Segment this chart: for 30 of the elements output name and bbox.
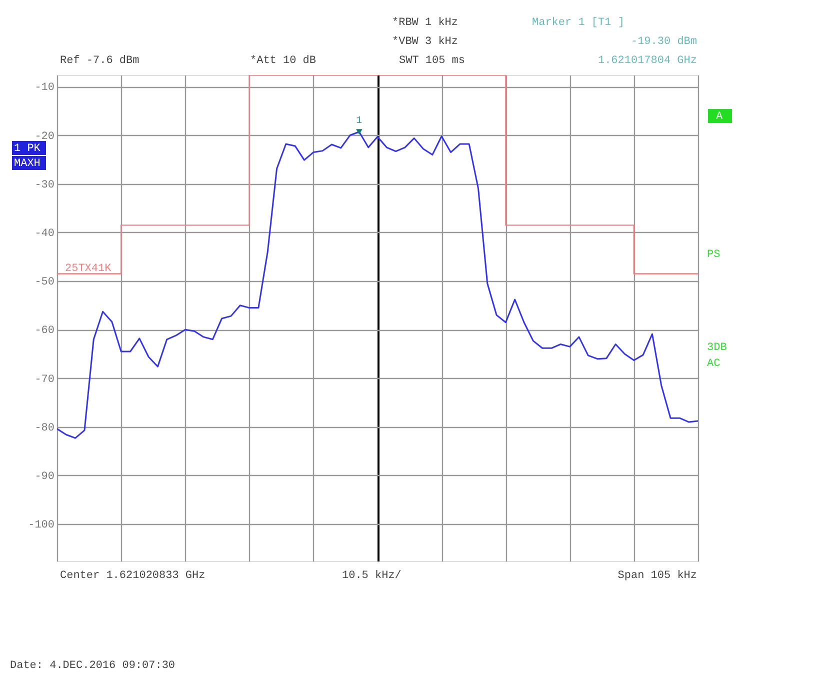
text: A — [716, 111, 723, 123]
y-tick-label: -60 — [34, 325, 54, 338]
text: 10.5 kHz/ — [342, 570, 402, 582]
text: *RBW 1 kHz — [392, 17, 458, 29]
y-tick-label: -40 — [34, 228, 54, 240]
text: Marker 1 [T1 ] — [532, 17, 624, 29]
text: Center 1.621020833 GHz — [60, 570, 206, 582]
y-tick-label: -90 — [34, 470, 54, 483]
text: AC — [707, 358, 721, 370]
annotation: 1 — [356, 116, 362, 127]
y-tick-label: -30 — [34, 179, 54, 192]
y-tick-label: -100 — [28, 520, 54, 532]
series-label: 25TX41K — [65, 262, 112, 275]
text: SWT 105 ms — [399, 55, 466, 67]
text: *VBW 3 kHz — [392, 36, 458, 48]
y-tick-label: -10 — [34, 82, 54, 94]
text: MAXH — [14, 158, 40, 170]
text: Span 105 kHz — [618, 570, 697, 582]
text: Ref -7.6 dBm — [60, 55, 140, 67]
text: Date: 4.DEC.2016 09:07:30 — [10, 660, 176, 672]
y-tick-label: -50 — [34, 276, 54, 289]
text: PS — [707, 249, 721, 261]
y-tick-label: -70 — [34, 374, 54, 386]
y-tick-label: -80 — [34, 422, 54, 434]
text: -19.30 dBm — [630, 36, 698, 48]
text: *Att 10 dB — [250, 55, 316, 67]
text: 3DB — [707, 342, 728, 354]
y-tick-label: -20 — [34, 130, 54, 143]
text: 1.621017804 GHz — [598, 55, 697, 67]
text: 1 PK — [14, 143, 41, 155]
